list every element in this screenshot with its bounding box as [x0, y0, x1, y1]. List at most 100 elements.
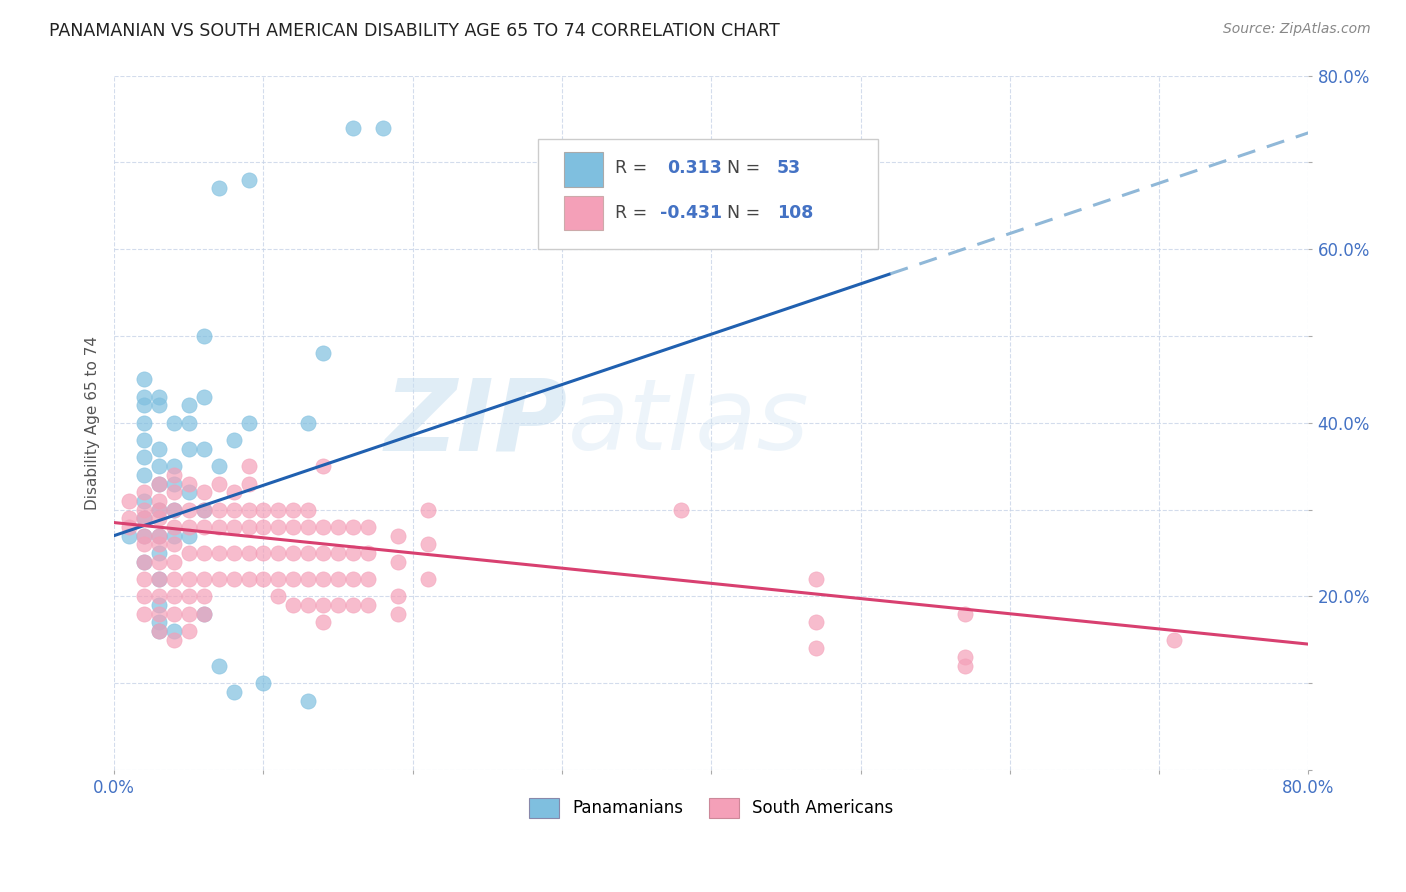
- Point: [163, 537, 186, 551]
- Point: [163, 607, 186, 621]
- Point: [177, 398, 200, 412]
- Point: [132, 607, 155, 621]
- Point: [297, 572, 319, 586]
- Point: [342, 572, 364, 586]
- Point: [312, 546, 335, 560]
- Point: [312, 615, 335, 630]
- Point: [416, 537, 439, 551]
- Point: [132, 528, 155, 542]
- Point: [132, 494, 155, 508]
- Point: [163, 416, 186, 430]
- Point: [222, 502, 245, 516]
- Point: [342, 598, 364, 612]
- Point: [148, 398, 170, 412]
- Point: [132, 502, 155, 516]
- Point: [326, 572, 349, 586]
- Point: [163, 476, 186, 491]
- Point: [267, 502, 290, 516]
- Point: [267, 520, 290, 534]
- Point: [238, 546, 260, 560]
- Point: [804, 615, 827, 630]
- Point: [163, 502, 186, 516]
- Point: [387, 590, 409, 604]
- Point: [222, 546, 245, 560]
- Point: [148, 590, 170, 604]
- Point: [148, 494, 170, 508]
- Point: [193, 485, 215, 500]
- Point: [416, 572, 439, 586]
- Point: [953, 607, 976, 621]
- Point: [148, 624, 170, 639]
- Text: atlas: atlas: [568, 375, 810, 471]
- Point: [177, 416, 200, 430]
- Point: [357, 598, 380, 612]
- Point: [132, 416, 155, 430]
- Point: [148, 502, 170, 516]
- Point: [163, 520, 186, 534]
- Point: [193, 590, 215, 604]
- Point: [238, 416, 260, 430]
- Point: [163, 528, 186, 542]
- Point: [312, 598, 335, 612]
- Point: [326, 520, 349, 534]
- Point: [312, 346, 335, 360]
- Point: [177, 607, 200, 621]
- Point: [148, 615, 170, 630]
- Text: ZIP: ZIP: [385, 375, 568, 471]
- Point: [208, 502, 231, 516]
- Point: [238, 172, 260, 186]
- Point: [163, 485, 186, 500]
- Point: [222, 572, 245, 586]
- Point: [267, 590, 290, 604]
- Point: [357, 520, 380, 534]
- Point: [208, 658, 231, 673]
- Point: [283, 546, 305, 560]
- Point: [671, 502, 693, 516]
- Point: [163, 632, 186, 647]
- Point: [163, 467, 186, 482]
- Point: [193, 502, 215, 516]
- Point: [326, 598, 349, 612]
- Point: [132, 537, 155, 551]
- Text: 53: 53: [778, 159, 801, 177]
- Point: [148, 607, 170, 621]
- Point: [193, 520, 215, 534]
- Point: [148, 598, 170, 612]
- Point: [371, 120, 394, 135]
- Point: [297, 416, 319, 430]
- Point: [297, 693, 319, 707]
- Point: [387, 607, 409, 621]
- FancyBboxPatch shape: [538, 139, 879, 249]
- Point: [222, 685, 245, 699]
- Point: [252, 546, 274, 560]
- Point: [283, 502, 305, 516]
- Point: [208, 476, 231, 491]
- Text: 0.313: 0.313: [666, 159, 721, 177]
- Point: [132, 528, 155, 542]
- Point: [163, 572, 186, 586]
- Point: [804, 641, 827, 656]
- Point: [132, 390, 155, 404]
- Point: [148, 546, 170, 560]
- Bar: [564, 152, 603, 186]
- Point: [163, 624, 186, 639]
- Point: [148, 555, 170, 569]
- Point: [312, 520, 335, 534]
- Point: [132, 467, 155, 482]
- Point: [297, 520, 319, 534]
- Point: [193, 442, 215, 456]
- Point: [804, 572, 827, 586]
- Point: [267, 572, 290, 586]
- Point: [208, 546, 231, 560]
- Point: [118, 520, 141, 534]
- Point: [953, 650, 976, 665]
- Point: [148, 442, 170, 456]
- Point: [118, 511, 141, 525]
- Point: [357, 572, 380, 586]
- Point: [148, 476, 170, 491]
- Point: [297, 502, 319, 516]
- Point: [148, 511, 170, 525]
- Point: [132, 590, 155, 604]
- Point: [148, 537, 170, 551]
- Point: [342, 120, 364, 135]
